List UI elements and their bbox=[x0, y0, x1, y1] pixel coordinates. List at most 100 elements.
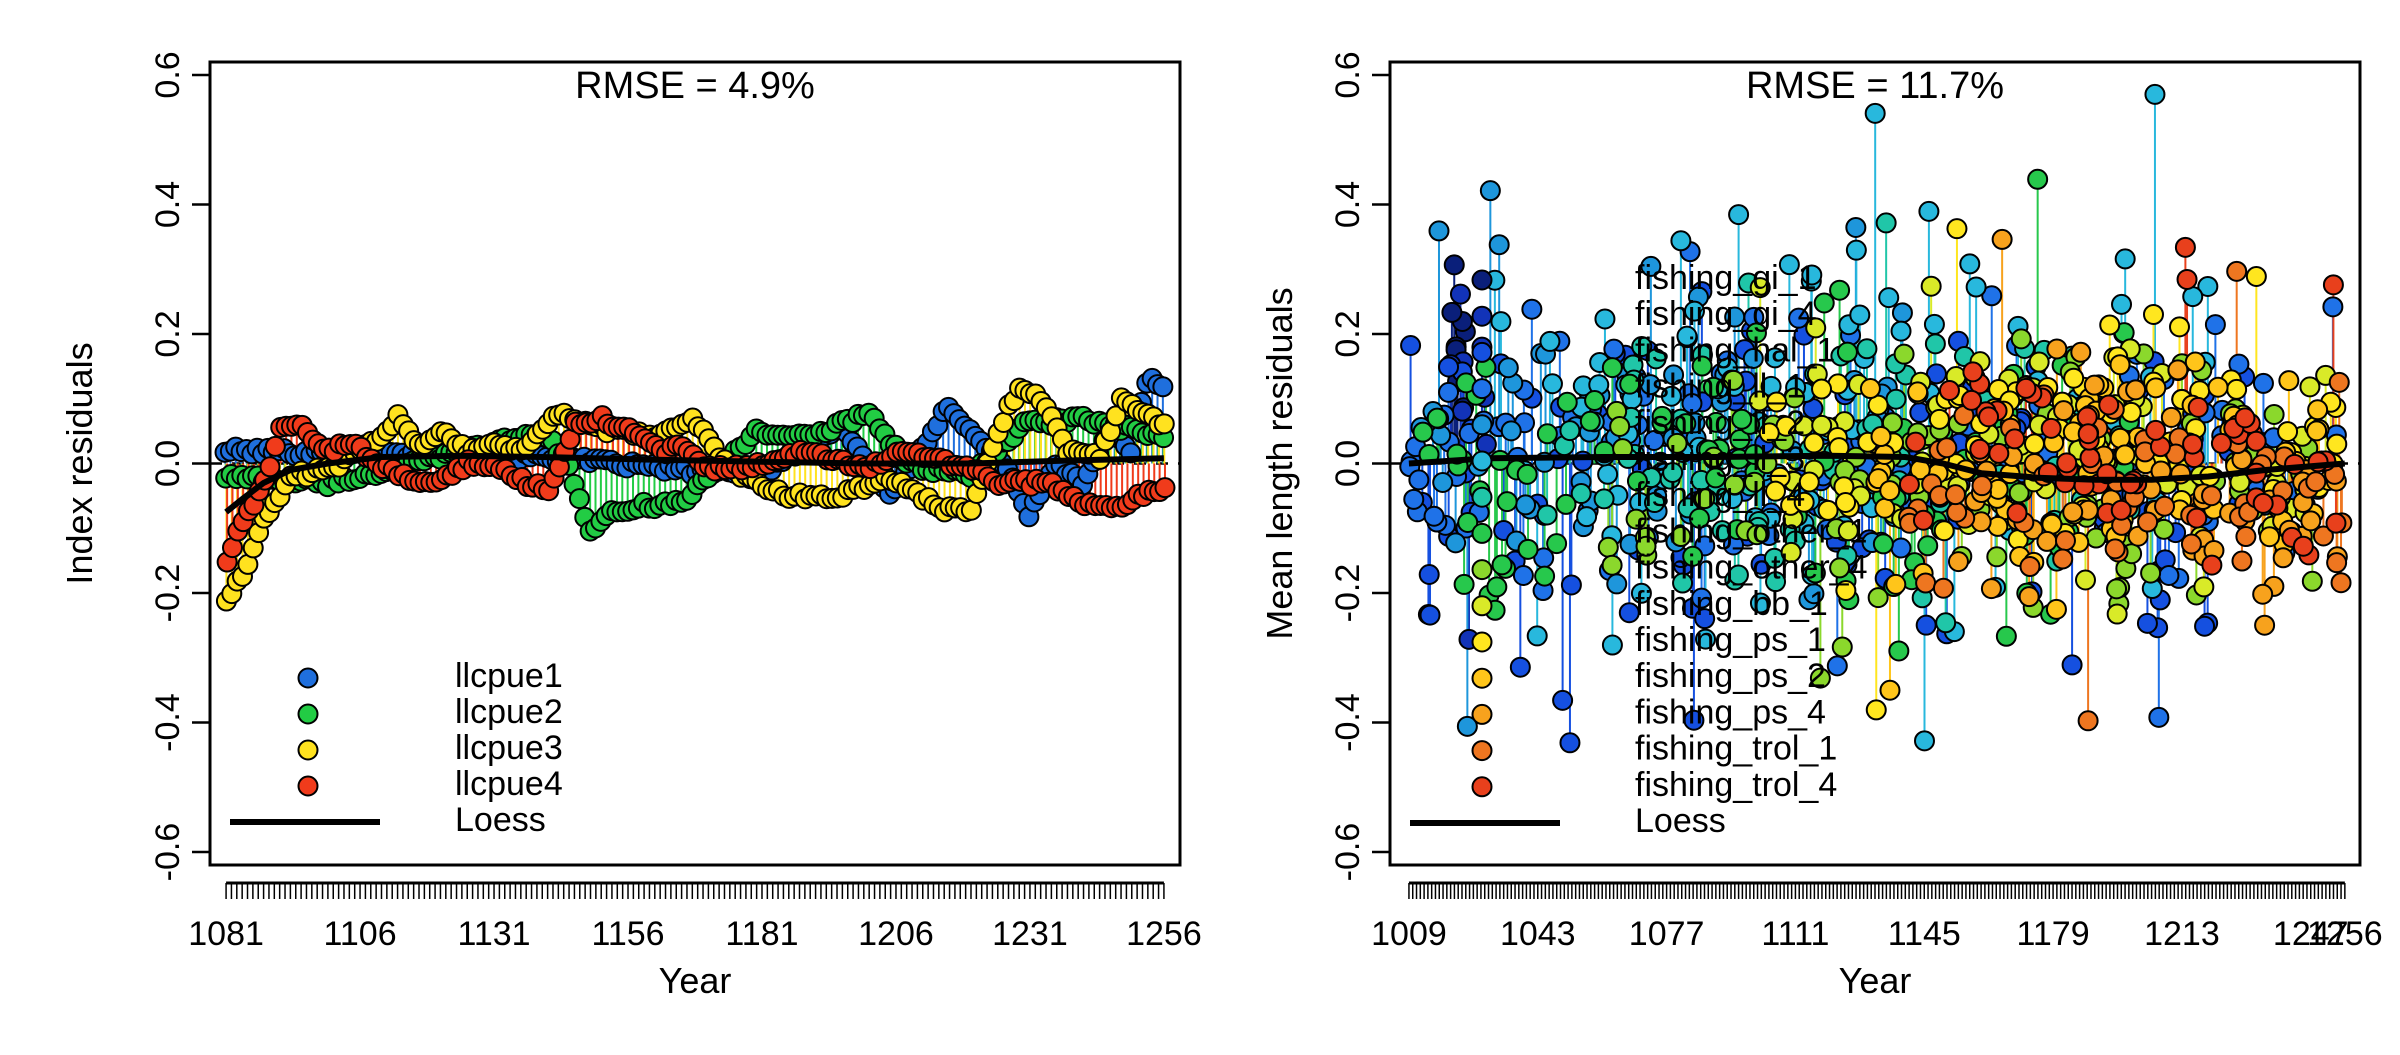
data-point bbox=[2301, 570, 2323, 592]
data-point bbox=[1986, 546, 2008, 568]
data-point bbox=[1536, 423, 1558, 445]
x-axis-label: Year bbox=[1839, 960, 1912, 1001]
legend-marker bbox=[297, 775, 319, 797]
data-point bbox=[2312, 525, 2334, 547]
data-point bbox=[2070, 341, 2092, 363]
data-point bbox=[2186, 507, 2208, 529]
data-point bbox=[1878, 287, 1900, 309]
data-point bbox=[1660, 385, 1682, 407]
data-point bbox=[2325, 512, 2347, 534]
data-point bbox=[2259, 526, 2281, 548]
data-point bbox=[1813, 292, 1835, 314]
data-point bbox=[1662, 461, 1684, 483]
y-tick-label: 0.2 bbox=[1329, 310, 1367, 357]
data-point bbox=[1496, 491, 1518, 513]
data-point bbox=[2136, 612, 2158, 634]
data-point bbox=[2114, 248, 2136, 270]
data-point bbox=[2079, 447, 2101, 469]
data-point bbox=[2193, 576, 2215, 598]
legend-marker bbox=[1471, 341, 1493, 363]
data-point bbox=[1817, 499, 1839, 521]
data-point bbox=[1601, 357, 1623, 379]
data-point bbox=[1408, 469, 1430, 491]
data-point bbox=[1683, 300, 1705, 322]
data-point bbox=[2127, 525, 2149, 547]
legend-label: fishing_ll_2 bbox=[1635, 404, 1805, 442]
data-point bbox=[1670, 230, 1692, 252]
data-point bbox=[2040, 417, 2062, 439]
data-point bbox=[2174, 236, 2196, 258]
data-point bbox=[2210, 432, 2232, 454]
data-point bbox=[2158, 564, 2180, 586]
legend-label: fishing_ll_1 bbox=[1635, 368, 1805, 406]
data-point bbox=[2322, 296, 2344, 318]
data-point bbox=[2245, 430, 2267, 452]
data-point bbox=[2278, 370, 2300, 392]
data-point bbox=[1758, 422, 1780, 444]
data-point bbox=[1811, 378, 1833, 400]
legend-marker bbox=[1471, 631, 1493, 653]
data-point bbox=[1457, 511, 1479, 533]
x-tick-label: 1131 bbox=[457, 915, 530, 953]
data-point bbox=[1526, 625, 1548, 647]
data-point bbox=[1749, 277, 1771, 299]
data-point bbox=[1722, 369, 1744, 391]
data-point bbox=[2305, 471, 2327, 493]
data-point bbox=[1512, 564, 1534, 586]
y-tick-label: 0.0 bbox=[1329, 440, 1367, 487]
data-point bbox=[1609, 415, 1631, 437]
x-tick-label: 1077 bbox=[1629, 915, 1705, 953]
data-point bbox=[1898, 473, 1920, 495]
data-point bbox=[1428, 220, 1450, 242]
data-point bbox=[2234, 407, 2256, 429]
x-tick-label: 1043 bbox=[1500, 915, 1576, 953]
data-point bbox=[1663, 364, 1685, 386]
data-point bbox=[1793, 491, 1815, 513]
data-point bbox=[1579, 410, 1601, 432]
y-tick-label: 0.6 bbox=[1329, 51, 1367, 98]
y-axis-label: Mean length residuals bbox=[1259, 287, 1300, 639]
data-point bbox=[1438, 356, 1460, 378]
data-point bbox=[1924, 333, 1946, 355]
data-point bbox=[1874, 497, 1896, 519]
data-point bbox=[1534, 565, 1556, 587]
data-point bbox=[1702, 376, 1724, 398]
data-point bbox=[1682, 545, 1704, 567]
data-point bbox=[2201, 485, 2223, 507]
data-point bbox=[1576, 506, 1598, 528]
legend-label: fishing_gi_4 bbox=[1635, 295, 1816, 333]
data-point bbox=[1980, 578, 2002, 600]
data-point bbox=[2140, 562, 2162, 584]
y-tick-label: -0.6 bbox=[1329, 823, 1367, 882]
data-point bbox=[2235, 526, 2257, 548]
data-point bbox=[1546, 533, 1568, 555]
data-point bbox=[1403, 488, 1425, 510]
legend-label: llcpue4 bbox=[455, 765, 563, 803]
data-point bbox=[1959, 253, 1981, 275]
data-point bbox=[2328, 371, 2350, 393]
data-point bbox=[1879, 679, 1901, 701]
data-point bbox=[1879, 480, 1901, 502]
loess-line bbox=[224, 452, 1164, 515]
data-point bbox=[2083, 374, 2105, 396]
data-point bbox=[1891, 302, 1913, 324]
data-point bbox=[2306, 420, 2328, 442]
data-point bbox=[1500, 420, 1522, 442]
data-point bbox=[1920, 275, 1942, 297]
data-point bbox=[1890, 537, 1912, 559]
data-point bbox=[1743, 471, 1765, 493]
data-point bbox=[1870, 426, 1892, 448]
data-point bbox=[1723, 474, 1745, 496]
data-point bbox=[2180, 533, 2202, 555]
y-tick-label: -0.2 bbox=[1329, 564, 1367, 623]
data-point bbox=[2114, 444, 2136, 466]
data-point bbox=[1683, 709, 1705, 731]
data-point bbox=[1601, 554, 1623, 576]
data-point bbox=[1695, 628, 1717, 650]
data-point bbox=[2176, 268, 2198, 290]
data-point bbox=[2326, 552, 2348, 574]
data-point bbox=[1915, 614, 1937, 636]
data-point bbox=[1443, 254, 1465, 276]
y-tick-label: 0.6 bbox=[149, 51, 187, 98]
